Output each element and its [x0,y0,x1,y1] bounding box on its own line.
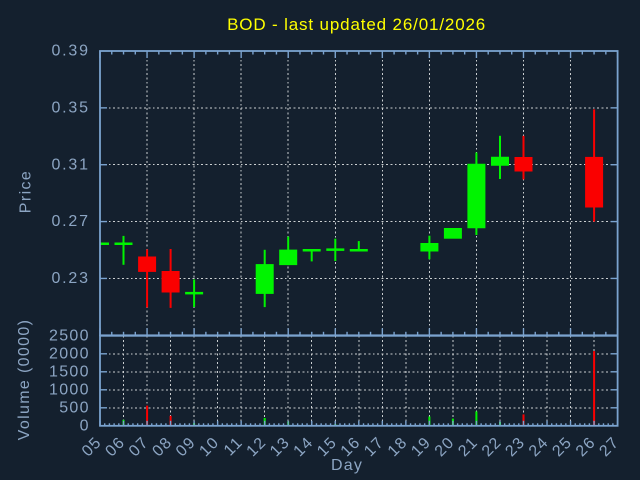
svg-text:500: 500 [59,399,90,416]
svg-text:0.39: 0.39 [51,43,89,60]
svg-text:0.35: 0.35 [51,100,89,117]
svg-text:2500: 2500 [49,327,90,344]
svg-text:0.27: 0.27 [51,213,89,230]
svg-text:1000: 1000 [49,381,90,398]
svg-text:Volume (0000): Volume (0000) [16,319,33,441]
svg-text:2000: 2000 [49,345,90,362]
svg-text:0: 0 [80,417,90,434]
svg-text:0.23: 0.23 [51,270,89,287]
svg-text:0.31: 0.31 [51,156,89,173]
svg-text:BOD - last updated 26/01/2026: BOD - last updated 26/01/2026 [227,15,486,34]
svg-text:Day: Day [331,457,363,474]
svg-text:1500: 1500 [49,363,90,380]
svg-text:Price: Price [18,170,35,213]
